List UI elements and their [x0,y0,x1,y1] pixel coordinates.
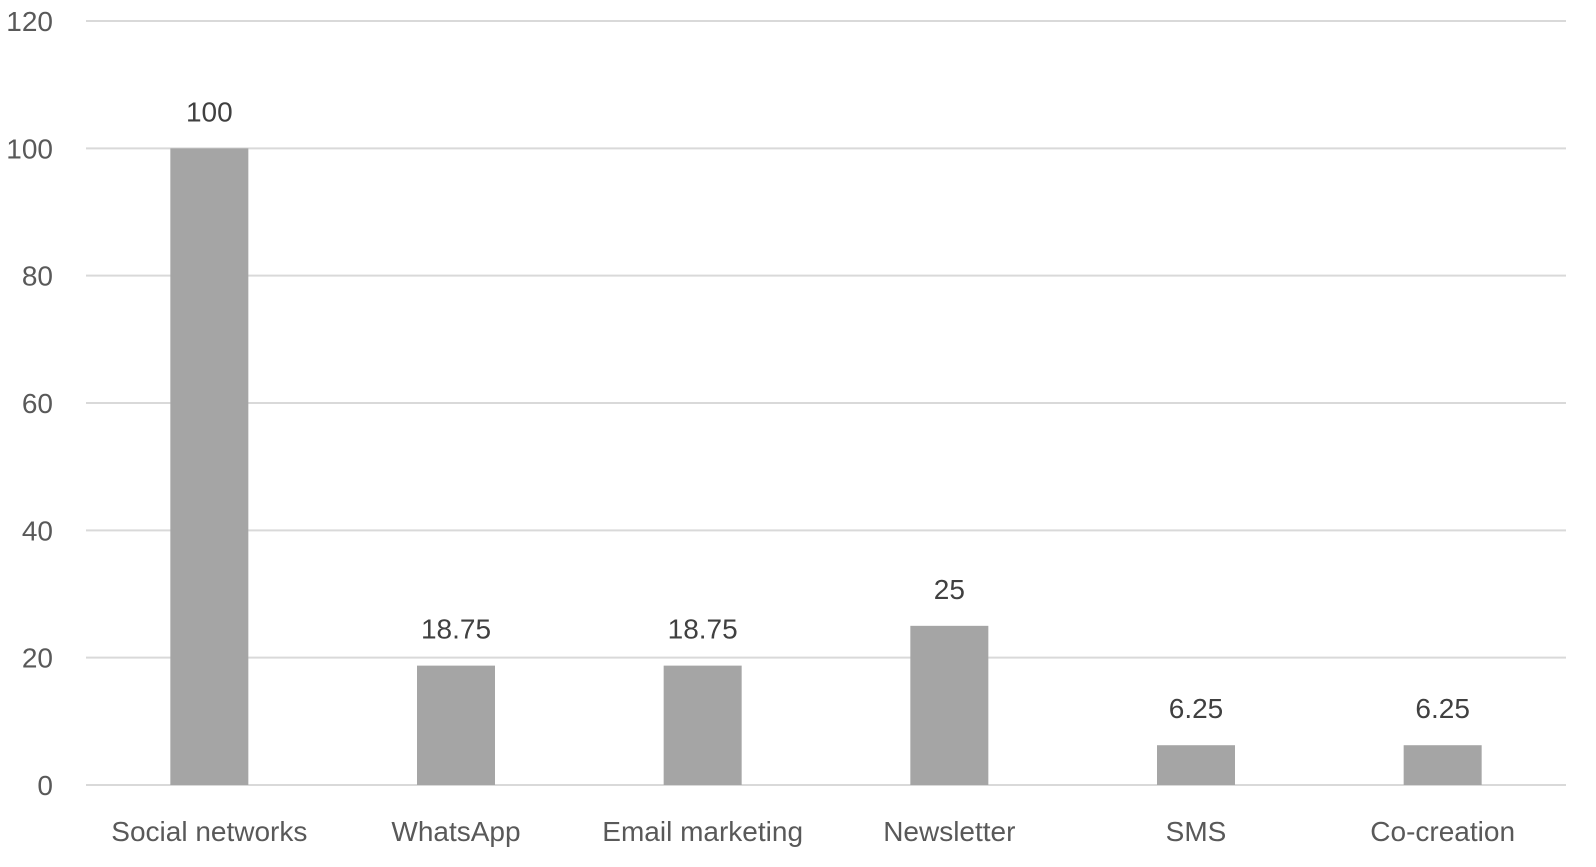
bar [170,148,249,786]
y-tick-label: 120 [6,6,53,37]
y-tick-label: 80 [22,261,53,292]
bar [910,625,989,785]
bar [1157,745,1235,785]
bars [170,148,1482,786]
data-label: 100 [186,96,233,127]
data-label: 18.75 [421,614,491,645]
x-category-label: WhatsApp [391,816,520,847]
bar [417,665,495,785]
bar [1403,745,1482,785]
y-tick-label: 0 [37,770,53,801]
data-label: 25 [934,574,965,605]
data-label: 18.75 [668,614,738,645]
x-category-label: SMS [1166,816,1227,847]
y-tick-label: 40 [22,515,53,546]
x-category-label: Email marketing [602,816,803,847]
data-label: 6.25 [1169,693,1224,724]
bar [663,665,742,785]
y-tick-label: 60 [22,388,53,419]
y-tick-label: 100 [6,133,53,164]
x-category-label: Newsletter [883,816,1015,847]
data-labels: 100 18.75 18.75 25 6.25 6.25 [186,96,1470,724]
data-label: 6.25 [1415,693,1470,724]
x-category-label: Co-creation [1370,816,1515,847]
y-tick-label: 20 [22,643,53,674]
x-axis-categories: Social networks WhatsApp Email marketing Ne… [111,816,1515,847]
gridlines [86,20,1566,786]
y-axis-ticks: 0 20 40 60 80 100 120 [6,6,53,801]
x-category-label: Social networks [111,816,307,847]
